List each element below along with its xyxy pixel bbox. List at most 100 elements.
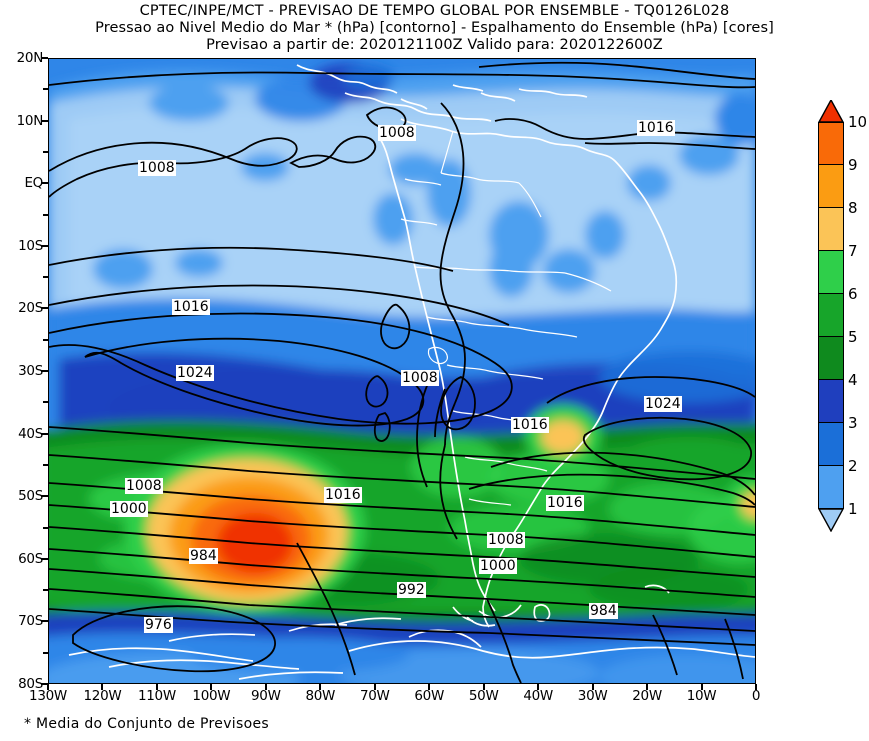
colorbar-segment bbox=[818, 165, 844, 208]
lat-minor-tick bbox=[43, 463, 48, 466]
lat-minor-tick bbox=[43, 589, 48, 592]
contour-label: 1016 bbox=[637, 120, 675, 136]
lat-minor-tick bbox=[43, 338, 48, 341]
lon-tick-label: 40W bbox=[523, 688, 553, 704]
contour-label: 984 bbox=[589, 603, 618, 619]
lat-tick-label: 10N bbox=[16, 112, 44, 129]
contour-label: 1000 bbox=[479, 558, 517, 574]
colorbar-segments bbox=[818, 122, 844, 509]
shaded-spread-field bbox=[49, 59, 755, 683]
lon-tick-mark bbox=[210, 684, 213, 690]
lon-tick-label: 100W bbox=[192, 688, 231, 704]
colorbar-segment bbox=[818, 122, 844, 165]
lat-tick-label: 70S bbox=[18, 613, 43, 630]
contour-label: 1024 bbox=[176, 365, 214, 381]
lon-tick-label: 130W bbox=[29, 688, 67, 704]
colorbar-tick-label: 3 bbox=[848, 414, 858, 432]
contour-label: 1008 bbox=[378, 125, 416, 141]
footnote: * Media do Conjunto de Previsoes bbox=[24, 716, 269, 732]
contour-label: 976 bbox=[144, 617, 173, 633]
lon-tick-label: 70W bbox=[359, 688, 390, 704]
contour-label: 992 bbox=[397, 582, 426, 598]
colorbar-tick-label: 7 bbox=[848, 242, 858, 260]
lat-tick-label: 20S bbox=[18, 300, 43, 317]
contour-label: 984 bbox=[189, 548, 218, 564]
contour-label: 1016 bbox=[546, 495, 584, 511]
lon-tick-label: 30W bbox=[577, 688, 608, 704]
lat-tick-mark bbox=[41, 370, 48, 372]
contour-label: 1016 bbox=[324, 487, 362, 503]
contour-label: 1008 bbox=[125, 478, 163, 494]
colorbar-bottom-arrow bbox=[818, 509, 844, 532]
colorbar-segment bbox=[818, 466, 844, 509]
colorbar-tick-label: 4 bbox=[848, 371, 858, 389]
lon-tick-label: 80W bbox=[305, 688, 336, 704]
lon-tick-mark bbox=[428, 684, 431, 690]
colorbar-tick-label: 10 bbox=[848, 113, 868, 131]
colorbar-segment bbox=[818, 294, 844, 337]
contour-label: 1008 bbox=[487, 532, 525, 548]
lat-tick-mark bbox=[41, 683, 48, 685]
colorbar-tick-label: 2 bbox=[848, 457, 858, 475]
lat-tick-mark bbox=[41, 307, 48, 310]
spread-contour-map bbox=[49, 59, 755, 683]
lat-tick-mark bbox=[41, 620, 48, 623]
colorbar-segment bbox=[818, 251, 844, 294]
colorbar-segment bbox=[818, 337, 844, 380]
lon-tick-mark bbox=[646, 684, 649, 690]
lat-minor-tick bbox=[43, 651, 48, 654]
lat-tick-label: 60S bbox=[18, 550, 43, 567]
lon-tick-label: 60W bbox=[414, 688, 445, 704]
lon-tick-mark bbox=[264, 684, 267, 690]
colorbar-segment bbox=[818, 208, 844, 251]
lat-tick-label: 40S bbox=[18, 425, 43, 442]
lat-tick-mark bbox=[41, 57, 48, 59]
lat-minor-tick bbox=[43, 276, 48, 279]
lon-tick-label: 120W bbox=[83, 688, 122, 704]
lat-tick-mark bbox=[41, 182, 48, 185]
colorbar-segment bbox=[818, 423, 844, 466]
lon-tick-mark bbox=[155, 684, 158, 690]
lon-tick-mark bbox=[101, 684, 104, 690]
lat-tick-label: 30S bbox=[18, 363, 43, 379]
lon-tick-label: 90W bbox=[251, 688, 281, 704]
coastline-layer bbox=[68, 64, 755, 680]
lat-tick-mark bbox=[41, 119, 48, 122]
colorbar-tick-label: 5 bbox=[848, 328, 858, 346]
chart-header: CPTEC/INPE/MCT - PREVISAO DE TEMPO GLOBA… bbox=[0, 0, 869, 54]
lon-tick-label: 10W bbox=[686, 688, 717, 704]
colorbar-segment bbox=[818, 380, 844, 423]
lon-tick-mark bbox=[47, 684, 49, 690]
lat-tick-label: 50S bbox=[18, 488, 43, 505]
header-line-1: CPTEC/INPE/MCT - PREVISAO DE TEMPO GLOBA… bbox=[139, 3, 730, 19]
header-line-3: Previsao a partir de: 2020121100Z Valido… bbox=[206, 37, 663, 54]
contour-label: 1008 bbox=[138, 160, 176, 176]
lat-minor-tick bbox=[43, 526, 48, 529]
lon-tick-mark bbox=[373, 684, 376, 690]
lat-tick-mark bbox=[41, 495, 48, 498]
lat-minor-tick bbox=[43, 150, 48, 153]
lat-tick-label: 20N bbox=[16, 50, 44, 66]
lat-tick-label: 10S bbox=[18, 237, 43, 254]
colorbar-tick-label: 6 bbox=[848, 285, 858, 303]
lon-tick-mark bbox=[537, 684, 540, 690]
lat-tick-label: EQ bbox=[24, 175, 43, 192]
header-line-2: Pressao ao Nivel Medio do Mar * (hPa) [c… bbox=[95, 20, 774, 37]
lat-tick-label: 80S bbox=[18, 676, 43, 692]
contour-label: 1016 bbox=[172, 299, 210, 315]
colorbar-tick-label: 1 bbox=[848, 500, 858, 518]
contour-label: 1008 bbox=[401, 370, 439, 386]
lon-tick-label: 110W bbox=[137, 688, 176, 704]
lat-minor-tick bbox=[43, 213, 48, 216]
contour-label: 1024 bbox=[644, 396, 682, 412]
colorbar-top-arrow bbox=[818, 100, 844, 123]
colorbar[interactable]: 1 2 3 4 5 6 7 8 9 10 bbox=[818, 100, 867, 532]
lat-minor-tick bbox=[43, 401, 48, 404]
lat-tick-mark bbox=[41, 244, 48, 247]
lat-minor-tick bbox=[43, 88, 48, 91]
lat-tick-mark bbox=[41, 432, 48, 435]
lon-tick-label: 20W bbox=[632, 688, 662, 704]
colorbar-tick-label: 8 bbox=[848, 199, 858, 217]
lon-tick-mark bbox=[319, 684, 322, 690]
lon-tick-mark bbox=[755, 684, 757, 690]
